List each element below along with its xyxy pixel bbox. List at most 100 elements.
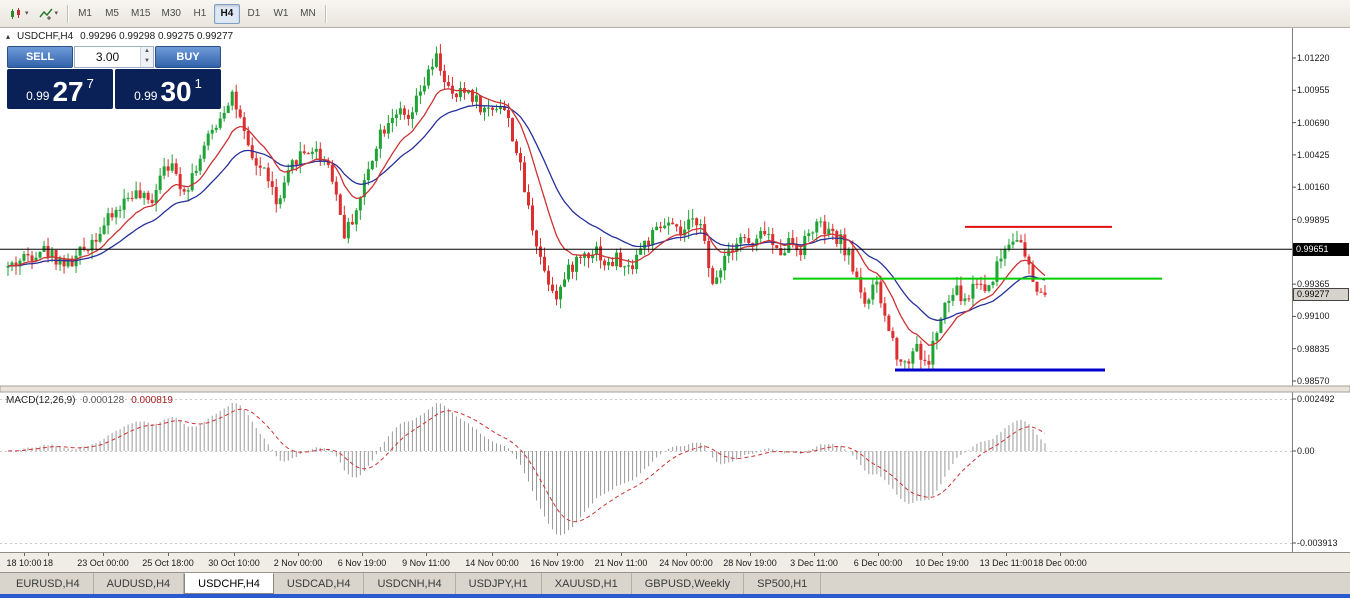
time-axis[interactable]: 18 10:00 18 23 Oct 00:00 25 Oct 18:00 30 Oct… bbox=[0, 552, 1350, 572]
buy-button[interactable]: BUY bbox=[155, 46, 221, 68]
time-axis-label: 18 Dec 00:00 bbox=[1033, 558, 1087, 568]
price-axis-tick: 0.99365 bbox=[1297, 279, 1330, 290]
axis-tick-marks bbox=[1292, 57, 1296, 544]
top-toolbar: ▾ ▾ M1 M5 M15 M30 H1 H4 D1 W1 MN bbox=[0, 0, 1350, 28]
macd-main-value: 0.000128 bbox=[82, 395, 125, 406]
sell-button[interactable]: SELL bbox=[7, 46, 73, 68]
time-axis-label: 30 Oct 10:00 bbox=[208, 558, 260, 568]
time-axis-label: 23 Oct 00:00 bbox=[77, 558, 129, 568]
add-indicator-button[interactable]: ▾ bbox=[34, 4, 64, 24]
price-axis-tick: 1.00425 bbox=[1297, 149, 1330, 160]
chart-tab-xauusd-h1[interactable]: XAUUSD,H1 bbox=[542, 573, 632, 594]
price-axis-tick: 1.00160 bbox=[1297, 182, 1330, 193]
time-axis-tick-mark bbox=[298, 553, 299, 556]
time-axis-tick-mark bbox=[362, 553, 363, 556]
time-axis-tick-mark bbox=[750, 553, 751, 556]
chart-tab-usdchf-h4[interactable]: USDCHF,H4 bbox=[184, 573, 274, 594]
buy-price-pips: 30 bbox=[160, 76, 192, 108]
lot-decrease-button[interactable]: ▼ bbox=[141, 57, 153, 67]
chart-tab-usdjpy-h1[interactable]: USDJPY,H1 bbox=[456, 573, 542, 594]
time-axis-tick-mark bbox=[1006, 553, 1007, 556]
timeframe-button-m15[interactable]: M15 bbox=[131, 8, 151, 19]
time-axis-label: 18 10:00 bbox=[6, 558, 42, 568]
lot-size-stepper[interactable]: 3.00 ▲ ▼ bbox=[74, 46, 154, 68]
timeframe-button-m1[interactable]: M1 bbox=[78, 8, 92, 19]
timeframe-button-d1[interactable]: D1 bbox=[247, 8, 261, 19]
time-axis-tick-mark bbox=[426, 553, 427, 556]
time-axis-label: 2 Nov 00:00 bbox=[273, 558, 323, 568]
chart-canvas[interactable] bbox=[0, 28, 1350, 552]
timeframe-button-h4[interactable]: H4 bbox=[213, 3, 240, 24]
time-axis-tick-mark bbox=[621, 553, 622, 556]
chart-area[interactable]: ▴ USDCHF,H4 0.99296 0.99298 0.99275 0.99… bbox=[0, 28, 1350, 552]
price-axis-tick: 1.00690 bbox=[1297, 117, 1330, 128]
time-axis-label: 16 Nov 19:00 bbox=[530, 558, 584, 568]
timeframe-button-w1[interactable]: W1 bbox=[273, 8, 289, 19]
time-axis-tick-mark bbox=[168, 553, 169, 556]
macd-pane[interactable] bbox=[7, 402, 1046, 536]
symbol-name: USDCHF,H4 bbox=[17, 31, 74, 42]
current-price-line-label: 0.99651 bbox=[1293, 242, 1349, 256]
chart-icon: ▴ bbox=[6, 32, 11, 41]
timeframe-toolbar: M1 M5 M15 M30 H1 H4 D1 W1 MN bbox=[72, 3, 321, 24]
lot-increase-button[interactable]: ▲ bbox=[141, 47, 153, 57]
price-axis-tick: 0.99100 bbox=[1297, 311, 1330, 322]
timeframe-button-m5[interactable]: M5 bbox=[105, 8, 119, 19]
sell-price-panel[interactable]: 0.99 27 7 bbox=[7, 69, 113, 109]
time-axis-tick-mark bbox=[1060, 553, 1061, 556]
time-axis-tick-mark bbox=[24, 553, 25, 556]
time-axis-tick-mark bbox=[492, 553, 493, 556]
macd-name: MACD(12,26,9) bbox=[6, 395, 76, 406]
price-pane[interactable] bbox=[0, 43, 1292, 372]
macd-axis-tick: 0.002492 bbox=[1297, 394, 1335, 404]
macd-signal-line bbox=[7, 408, 1046, 523]
chart-type-button[interactable]: ▾ bbox=[4, 4, 34, 24]
macd-axis-tick: 0.00 bbox=[1297, 446, 1315, 456]
chart-tab-bar: EURUSD,H4 AUDUSD,H4 USDCHF,H4 USDCAD,H4 USDC… bbox=[0, 572, 1350, 594]
price-axis-tick: 0.98835 bbox=[1297, 343, 1330, 354]
buy-price-panel[interactable]: 0.99 30 1 bbox=[115, 69, 221, 109]
candlestick-chart-icon bbox=[11, 7, 20, 19]
timeframe-button-h1[interactable]: H1 bbox=[193, 8, 207, 19]
pane-splitter[interactable] bbox=[0, 385, 1350, 393]
price-axis-tick: 0.98570 bbox=[1297, 376, 1330, 386]
chart-tab-audusd-h4[interactable]: AUDUSD,H4 bbox=[94, 573, 185, 594]
bid-price-badge: 0.99277 bbox=[1293, 288, 1349, 302]
timeframe-button-mn[interactable]: MN bbox=[300, 8, 316, 19]
time-axis-label: 28 Nov 19:00 bbox=[723, 558, 777, 568]
time-axis-tick-mark bbox=[48, 553, 49, 556]
time-axis-tick-mark bbox=[234, 553, 235, 556]
time-axis-label: 21 Nov 11:00 bbox=[594, 558, 648, 568]
time-axis-label: 13 Dec 11:00 bbox=[979, 558, 1033, 568]
indicator-icon bbox=[38, 8, 53, 20]
chart-tab-eurusd-h4[interactable]: EURUSD,H4 bbox=[3, 573, 94, 594]
macd-axis-tick: -0.003913 bbox=[1297, 538, 1338, 548]
buy-price-base: 0.99 bbox=[134, 89, 158, 103]
time-axis-label: 24 Nov 00:00 bbox=[659, 558, 713, 568]
time-axis-tick-mark bbox=[686, 553, 687, 556]
chevron-down-icon: ▾ bbox=[54, 10, 59, 17]
time-axis-tick-mark bbox=[103, 553, 104, 556]
price-axis-tick: 0.99895 bbox=[1297, 214, 1330, 225]
toolbar-separator bbox=[67, 4, 69, 23]
buy-price-fraction: 1 bbox=[194, 76, 202, 91]
chart-tab-gbpusd-weekly[interactable]: GBPUSD,Weekly bbox=[632, 573, 745, 594]
timeframe-button-m30[interactable]: M30 bbox=[161, 8, 181, 19]
time-axis-label: 18 bbox=[42, 558, 54, 568]
chart-tab-usdcad-h4[interactable]: USDCAD,H4 bbox=[274, 573, 365, 594]
price-axis-tick: 1.01220 bbox=[1297, 53, 1330, 63]
toolbar-separator bbox=[324, 4, 326, 23]
symbol-ohlc-values: 0.99296 0.99298 0.99275 0.99277 bbox=[80, 31, 234, 42]
lot-size-value[interactable]: 3.00 bbox=[95, 50, 120, 64]
time-axis-label: 10 Dec 19:00 bbox=[915, 558, 969, 568]
chart-tab-sp500-h1[interactable]: SP500,H1 bbox=[744, 573, 822, 594]
macd-indicator-label: MACD(12,26,9) 0.000128 0.000819 bbox=[6, 395, 173, 406]
time-axis-label: 6 Nov 19:00 bbox=[337, 558, 387, 568]
time-axis-tick-mark bbox=[814, 553, 815, 556]
time-axis-tick-mark bbox=[942, 553, 943, 556]
chevron-down-icon: ▾ bbox=[25, 10, 29, 17]
symbol-header: ▴ USDCHF,H4 0.99296 0.99298 0.99275 0.99… bbox=[6, 31, 233, 42]
chart-tab-usdcnh-h4[interactable]: USDCNH,H4 bbox=[364, 573, 456, 594]
ma-slow-line bbox=[7, 104, 1046, 321]
